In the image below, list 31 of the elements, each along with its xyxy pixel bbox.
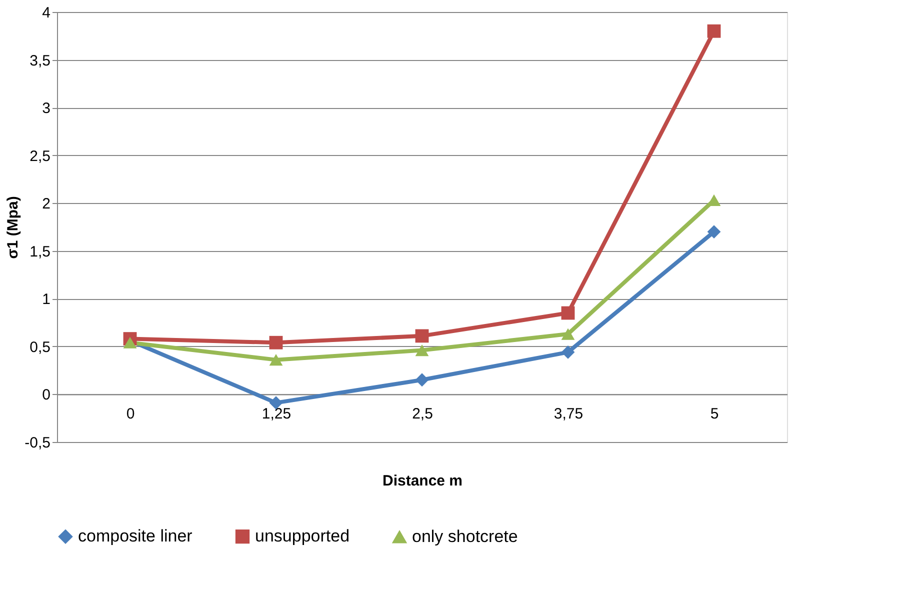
- y-tick-label: 2,5: [30, 148, 50, 165]
- point: [123, 336, 137, 348]
- legend-label: unsupported: [255, 526, 350, 546]
- legend-label: composite liner: [78, 526, 193, 546]
- x-tick-label: 2,5: [412, 406, 433, 423]
- point: [415, 373, 429, 387]
- x-tick-label: 3,75: [554, 406, 584, 423]
- y-tick-label: 3,5: [30, 52, 50, 70]
- point: [561, 328, 575, 340]
- point: [415, 329, 429, 343]
- point: [707, 225, 721, 238]
- x-axis-title: Distance m: [382, 472, 463, 490]
- point: [269, 336, 283, 350]
- point: [707, 24, 721, 38]
- y-tick-label: 1: [42, 291, 50, 308]
- legend-label: only shotcrete: [412, 527, 518, 546]
- y-tick-label: 1,5: [30, 243, 50, 260]
- x-tick-label: 5: [710, 406, 719, 423]
- point: [561, 306, 575, 320]
- y-tick-label: 0: [42, 386, 50, 404]
- point: [269, 354, 283, 366]
- y-tick-label: 2: [42, 196, 50, 213]
- y-tick-label: 0,5: [30, 338, 50, 356]
- y-tick-label: 3: [42, 100, 50, 118]
- y-tick-label: 4: [42, 4, 50, 22]
- point: [415, 344, 429, 356]
- x-tick-label: 1,25: [262, 406, 292, 423]
- y-tick-label: -0,5: [24, 434, 50, 452]
- point: [561, 345, 575, 359]
- x-tick-label: 0: [126, 406, 135, 423]
- y-axis-title: σ1 (Mpa): [4, 196, 22, 259]
